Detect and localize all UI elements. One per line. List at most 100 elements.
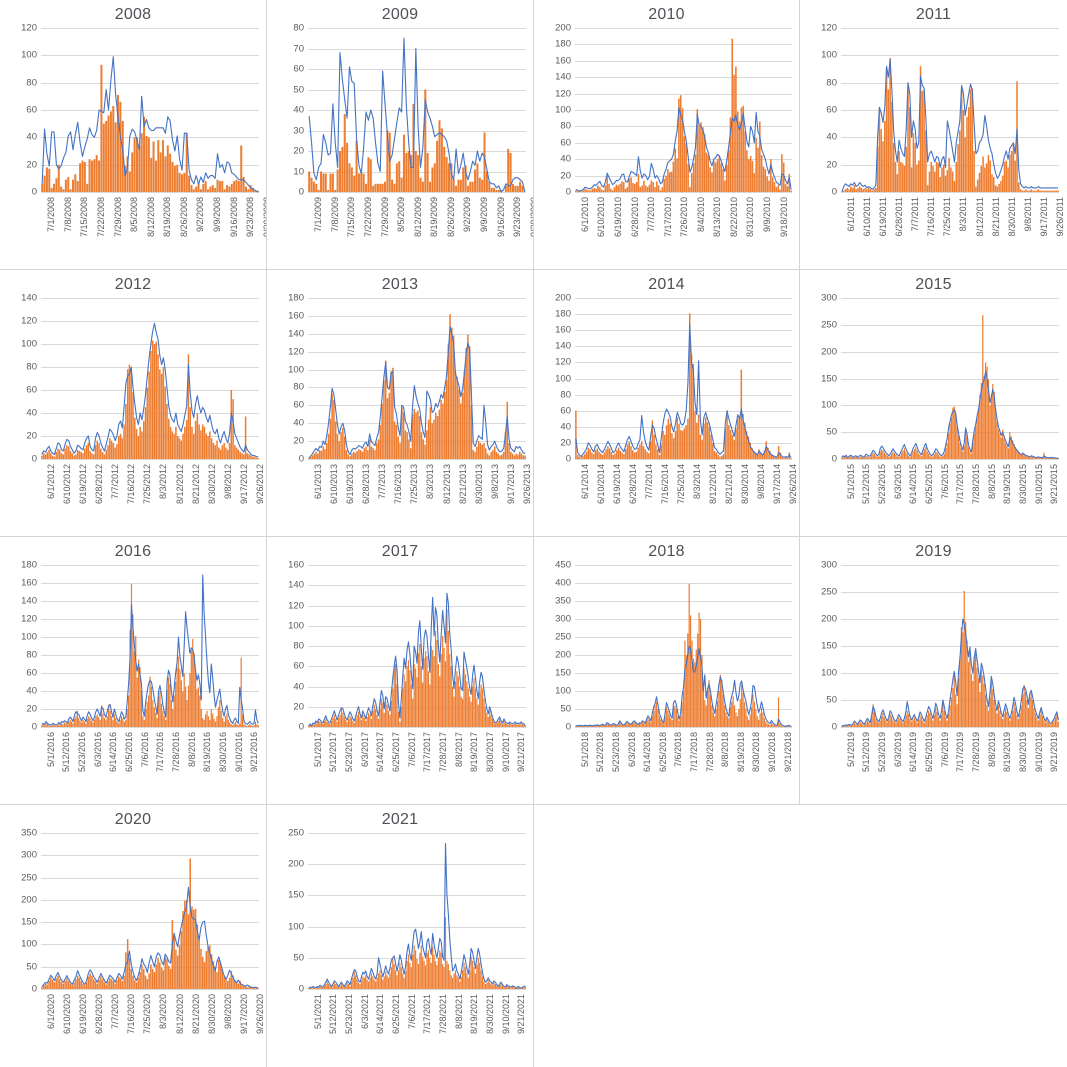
y-tick-label: 100: [821, 399, 837, 411]
x-tick-label: 5/23/2017: [344, 732, 355, 773]
x-axis: 7/1/2009 7/8/2009 7/15/2009 7/22/2009 7/29/2…: [308, 195, 533, 265]
chart-panel-2016[interactable]: 2016 0 20 40 60 80 100 120 140 160 180 5/1/2016 5/12…: [0, 537, 267, 805]
x-tick-label: 9/9/2008: [212, 197, 223, 233]
chart-panel-2010[interactable]: 2010 0 20 40 60 80 100 120 140 160 180 200 6/1/2010 6…: [534, 0, 800, 270]
y-tick-label: 120: [288, 600, 304, 611]
x-tick-label: 7/6/2019: [939, 732, 950, 768]
x-tick-label: 8/12/2008: [145, 197, 156, 238]
y-tick-label: 0: [565, 186, 571, 198]
y-tick-label: 60: [26, 667, 37, 679]
series-layer: [41, 858, 259, 989]
gridline: [41, 413, 259, 414]
plot-area[interactable]: [575, 298, 792, 460]
series-layer: [41, 56, 259, 193]
plot-area[interactable]: [841, 565, 1059, 728]
plot-area[interactable]: [575, 28, 792, 193]
chart-panel-2009[interactable]: 2009 0 10 20 30 40 50 60 70 80 7/1/2009 7/8/2009 7/1…: [267, 0, 534, 270]
chart-panel-2014[interactable]: 2014 0 20 40 60 80 100 120 140 160 180 200 6/1/2014 6…: [534, 270, 800, 537]
x-tick-label: 9/26/2020: [254, 994, 265, 1035]
x-tick-label: 8/8/2018: [720, 732, 731, 768]
x-tick-label: 7/26/2010: [679, 197, 690, 238]
x-tick-label: 5/1/2017: [312, 732, 323, 768]
y-tick-label: 150: [555, 667, 571, 679]
bar-series: [575, 313, 792, 459]
chart-panel-2020[interactable]: 2020 0 50 100 150 200 250 300 350 6/1/2020 6/10/20…: [0, 805, 267, 1067]
gridline: [841, 192, 1059, 193]
line-series: [575, 323, 792, 458]
chart-panel-2008[interactable]: 2008 0 20 40 60 80 100 120 7/1/2008 7/8/2008 7/15/…: [0, 0, 267, 270]
plot-area[interactable]: [41, 565, 259, 728]
gridline: [41, 55, 259, 56]
x-tick-label: 7/17/2018: [688, 732, 699, 773]
x-tick-label: 8/30/2017: [485, 732, 496, 773]
x-tick-label: 6/25/2019: [924, 732, 935, 773]
series-layer: [308, 592, 526, 728]
plot-area[interactable]: [308, 298, 526, 460]
plot-area[interactable]: [841, 298, 1059, 460]
chart-panel-2015[interactable]: 2015 0 50 100 150 200 250 300 5/1/2015 5/12/2015 5…: [800, 270, 1067, 537]
chart-title: 2014: [648, 276, 685, 293]
x-tick-label: 9/21/2018: [782, 732, 793, 773]
chart-panel-2019[interactable]: 2019 0 50 100 150 200 250 300 5/1/2019 5/12/2019 5…: [800, 537, 1067, 805]
x-tick-label: 6/14/2019: [908, 732, 919, 773]
y-tick-label: 350: [21, 827, 37, 839]
chart-panel-2012[interactable]: 2012 0 20 40 60 80 100 120 140 6/1/2012 6/10/2012 6…: [0, 270, 267, 537]
chart-panel-2017[interactable]: 2017 0 20 40 60 80 100 120 140 160 5/1/2017 5/12/20…: [267, 537, 534, 805]
x-tick-label: 7/16/2013: [393, 464, 404, 505]
x-tick-label: 7/1/2009: [313, 197, 324, 233]
x-tick-label: 9/21/2021: [516, 994, 527, 1035]
gridline: [41, 165, 259, 166]
x-tick-label: 7/17/2015: [955, 464, 966, 505]
plot-area[interactable]: [41, 833, 259, 990]
chart-panel-2018[interactable]: 2018 0 50 100 150 200 250 300 350 400 450 5/1/2018 5…: [534, 537, 800, 805]
bar-series: [41, 858, 259, 989]
x-tick-label: 6/19/2012: [78, 464, 89, 505]
gridline: [841, 28, 1059, 29]
chart-title: 2015: [915, 276, 952, 293]
gridline: [308, 864, 526, 865]
x-tick-label: 8/30/2019: [1018, 732, 1029, 773]
x-tick-label: 5/23/2021: [344, 994, 355, 1035]
plot-area[interactable]: [41, 28, 259, 193]
gridline: [575, 192, 792, 193]
plot-area[interactable]: [308, 565, 526, 728]
plot-area[interactable]: [308, 833, 526, 990]
plot-area[interactable]: [841, 28, 1059, 193]
bar-series: [575, 38, 792, 192]
x-tick-label: 6/1/2014: [579, 464, 590, 500]
x-tick-label: 8/26/2008: [178, 197, 189, 238]
x-tick-label: 6/28/2013: [361, 464, 372, 505]
x-tick-label: 6/28/2011: [894, 197, 905, 237]
x-tick-label: 6/10/2010: [596, 197, 607, 238]
chart-panel-2013[interactable]: 2013 0 20 40 60 80 100 120 140 160 180 6/1/2013 6/10…: [267, 270, 534, 537]
x-tick-label: 6/19/2014: [611, 464, 622, 505]
y-tick-label: 160: [555, 55, 571, 67]
x-tick-label: 8/21/2011: [990, 197, 1001, 237]
plot-wrap: 0 10 20 30 40 50 60 70 80 7/1/2009 7/8/2009 7/15/20…: [267, 23, 533, 269]
x-tick-label: 8/19/2019: [1002, 732, 1013, 773]
chart-title: 2017: [381, 543, 419, 560]
y-tick-label: 60: [560, 137, 571, 149]
gridline: [41, 344, 259, 345]
x-tick-label: 6/14/2018: [642, 732, 653, 773]
x-tick-label: 8/26/2009: [445, 197, 456, 238]
x-tick-label: 5/1/2015: [845, 464, 856, 500]
chart-panel-2011[interactable]: 2011 0 20 40 60 80 100 120 6/1/2011 6/10/2011 6/19…: [800, 0, 1067, 270]
x-tick-label: 6/25/2017: [391, 732, 402, 773]
gridline: [841, 55, 1059, 56]
gridline: [841, 592, 1059, 593]
x-tick-label: 7/28/2019: [971, 732, 982, 773]
x-tick-label: 8/3/2014: [691, 464, 702, 500]
x-tick-label: 7/7/2014: [643, 464, 654, 500]
plot-area[interactable]: [308, 28, 526, 193]
plot-area[interactable]: [575, 565, 792, 728]
y-tick-label: 20: [826, 159, 837, 171]
x-tick-label: 8/30/2018: [751, 732, 762, 773]
x-tick-label: 7/16/2014: [659, 464, 670, 505]
plot-area[interactable]: [41, 298, 259, 460]
gridline: [308, 405, 526, 406]
y-tick-label: 0: [831, 186, 837, 198]
x-tick-label: 8/5/2009: [396, 197, 407, 233]
chart-panel-2021[interactable]: 2021 0 50 100 150 200 250 5/1/2021 5/12/2021 5/23…: [267, 805, 534, 1067]
x-tick-label: 7/17/2019: [955, 732, 966, 773]
